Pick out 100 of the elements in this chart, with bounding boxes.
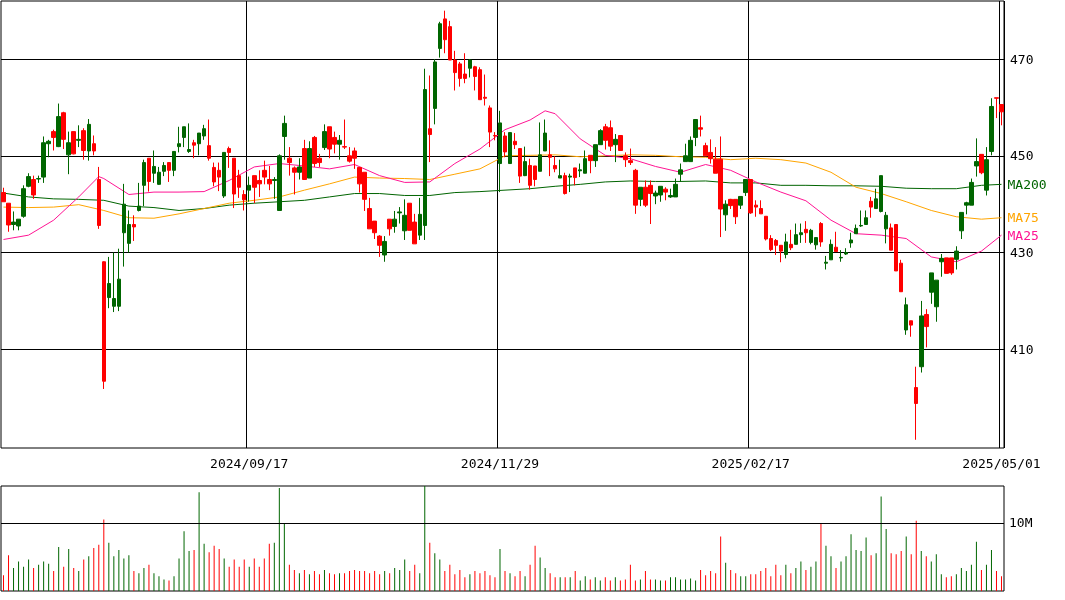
candlestick: [558, 159, 562, 179]
candlestick: [909, 320, 913, 338]
candlestick: [267, 165, 272, 191]
ref-line-label: 10M: [1009, 515, 1033, 531]
candlestick: [468, 58, 472, 78]
candlestick: [51, 129, 56, 151]
candlestick: [839, 249, 843, 263]
candlestick: [553, 155, 557, 173]
candlestick: [548, 139, 552, 177]
candlestick: [518, 148, 522, 184]
candlestick: [994, 97, 999, 119]
candlestick: [979, 153, 984, 175]
candlestick: [177, 126, 181, 153]
series-label: MA25: [1007, 227, 1039, 243]
candlestick: [869, 196, 873, 219]
candlestick: [919, 300, 924, 374]
candlestick: [523, 146, 527, 177]
candlestick: [132, 214, 136, 242]
candlestick: [829, 239, 833, 261]
candlestick: [6, 202, 11, 233]
candlestick: [56, 103, 61, 148]
candlestick: [192, 139, 196, 159]
candlestick: [884, 211, 888, 244]
line-series: [3, 110, 1002, 263]
candlestick: [172, 150, 176, 177]
candlestick: [342, 119, 347, 150]
x-tick-label: 2024/09/17: [210, 456, 289, 471]
candlestick: [302, 139, 307, 181]
candlestick: [538, 121, 542, 172]
candlestick: [182, 126, 186, 148]
candlestick: [387, 218, 392, 237]
candlestick: [71, 131, 76, 155]
candlestick: [392, 210, 397, 234]
series-label: MA200: [1007, 176, 1047, 192]
candlestick: [262, 160, 267, 185]
candlestick: [573, 167, 577, 186]
line-series: [3, 154, 1002, 220]
candlestick: [854, 224, 858, 235]
candlestick: [428, 75, 432, 163]
candlestick: [307, 140, 312, 179]
candlestick: [904, 297, 908, 336]
candlestick: [167, 162, 171, 183]
candlestick: [618, 134, 623, 151]
candlestick: [989, 97, 994, 156]
candlestick: [493, 131, 497, 141]
y-tick-label: 410: [1010, 341, 1034, 357]
candlestick: [849, 232, 853, 249]
candlestick: [914, 366, 918, 441]
candlestick: [397, 206, 402, 225]
candlestick: [107, 256, 111, 309]
candlestick: [759, 199, 763, 215]
candlestick: [297, 157, 302, 181]
candlestick: [864, 209, 868, 225]
candlestick: [804, 220, 808, 244]
candlestick: [438, 21, 442, 59]
candlestick: [693, 118, 698, 147]
candlestick: [242, 189, 246, 211]
candlestick: [207, 119, 211, 162]
candlestick: [939, 253, 944, 278]
candlestick: [76, 124, 81, 148]
series-label: MA75: [1007, 210, 1039, 226]
candlestick: [723, 199, 728, 232]
candlestick: [738, 195, 743, 210]
candlestick: [488, 104, 492, 148]
candlestick: [824, 255, 828, 270]
candlestick: [974, 137, 979, 178]
candlestick: [834, 231, 838, 253]
y-tick-label: 450: [1010, 148, 1034, 164]
candlestick: [924, 308, 929, 348]
candlestick: [663, 186, 668, 201]
candlestick: [402, 198, 407, 241]
candlestick: [844, 247, 848, 256]
candlestick: [222, 151, 226, 199]
candlestick: [322, 123, 327, 151]
candlestick: [633, 168, 638, 215]
candlestick: [92, 134, 96, 156]
candlestick: [954, 245, 959, 270]
y-tick-label: 430: [1010, 245, 1034, 261]
candlestick: [31, 175, 36, 200]
candlestick: [81, 127, 86, 161]
candlestick: [543, 119, 547, 152]
candlestick: [66, 131, 71, 175]
candlestick: [819, 221, 823, 248]
x-tick-label: 2025/05/01: [962, 456, 1041, 471]
candlestick: [623, 151, 628, 168]
candlestick: [97, 166, 101, 230]
candlestick: [563, 172, 567, 196]
candlestick: [513, 132, 517, 150]
x-tick-label: 2024/11/29: [460, 456, 540, 471]
candlestick: [292, 165, 297, 196]
candlestick: [613, 133, 618, 163]
y-tick-label: 470: [1010, 51, 1034, 67]
candlestick: [433, 58, 437, 125]
candlestick: [377, 234, 382, 258]
candlestick: [784, 233, 788, 259]
candlestick: [147, 157, 151, 193]
candlestick: [503, 131, 507, 158]
candlestick: [508, 132, 512, 165]
candlestick: [382, 235, 387, 263]
candlestick: [227, 146, 231, 169]
